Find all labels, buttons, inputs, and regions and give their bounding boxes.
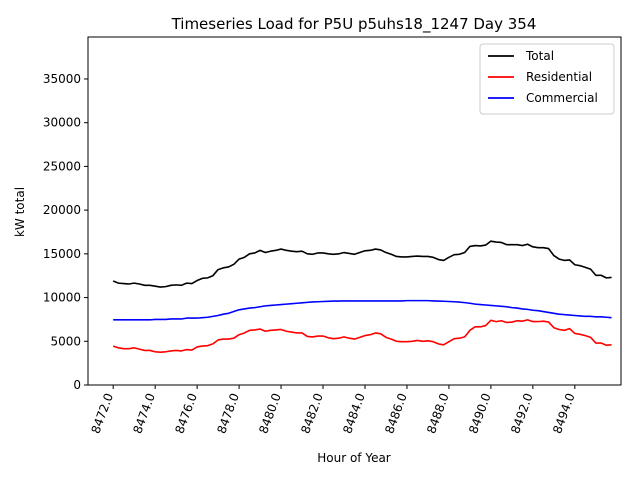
legend: Total Residential Commercial xyxy=(479,43,615,115)
x-axis-label: Hour of Year xyxy=(317,451,391,465)
axes-frame xyxy=(87,36,622,386)
legend-label-commercial: Commercial xyxy=(526,91,598,105)
y-tick-label: 35000 xyxy=(43,72,81,86)
series-line-commercial xyxy=(113,299,612,321)
y-tick-label: 15000 xyxy=(43,247,81,261)
plot-area xyxy=(112,240,612,354)
y-tick-label: 10000 xyxy=(43,291,81,305)
legend-label-residential: Residential xyxy=(526,70,592,84)
y-axis-label: kW total xyxy=(13,187,27,237)
y-tick-label: 30000 xyxy=(43,116,81,130)
series-line-residential xyxy=(112,319,612,354)
chart-title: Timeseries Load for P5U p5uhs18_1247 Day… xyxy=(171,15,537,34)
series-line-total xyxy=(112,240,612,288)
y-tick-label: 5000 xyxy=(50,334,81,348)
y-tick-label: 0 xyxy=(73,378,81,392)
y-tick-label: 20000 xyxy=(43,203,81,217)
legend-box xyxy=(479,43,615,115)
legend-label-total: Total xyxy=(525,49,554,63)
y-tick-label: 25000 xyxy=(43,159,81,173)
